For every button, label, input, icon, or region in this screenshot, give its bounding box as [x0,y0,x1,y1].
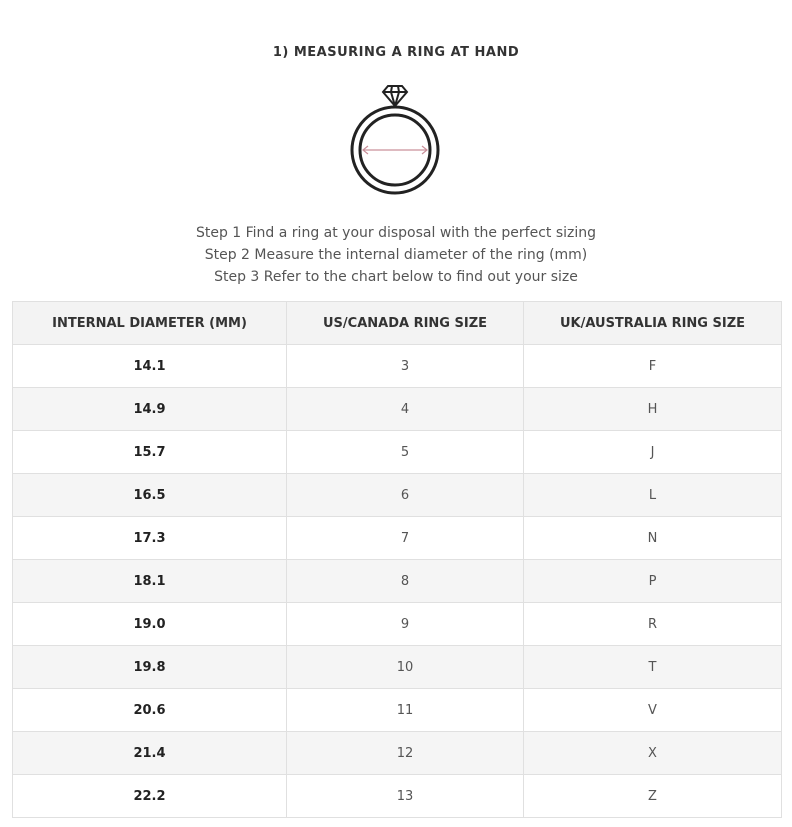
us-size-cell: 3 [286,344,524,388]
diameter-cell: 17.3 [12,516,287,560]
diameter-cell: 18.1 [12,559,287,603]
uk-size-cell: R [523,602,782,646]
ring-diagram-icon [350,85,440,195]
uk-size-cell: F [523,344,782,388]
table-row: 14.9 4 H [12,387,782,431]
uk-size-cell: X [523,731,782,775]
step-1: Step 1 Find a ring at your disposal with… [195,225,597,241]
us-size-cell: 8 [286,559,524,603]
uk-size-cell: N [523,516,782,560]
table-row: 19.0 9 R [12,602,782,646]
diameter-cell: 19.8 [12,645,287,689]
table-row: 18.1 8 P [12,559,782,603]
us-size-cell: 13 [286,774,524,818]
step-2: Step 2 Measure the internal diameter of … [204,247,588,263]
uk-size-cell: Z [523,774,782,818]
diameter-cell: 21.4 [12,731,287,775]
us-size-cell: 12 [286,731,524,775]
uk-size-cell: P [523,559,782,603]
instructions: Step 1 Find a ring at your disposal with… [0,222,792,288]
us-size-cell: 9 [286,602,524,646]
us-size-cell: 7 [286,516,524,560]
table-row: 14.1 3 F [12,344,782,388]
us-size-cell: 10 [286,645,524,689]
diameter-cell: 15.7 [12,430,287,474]
diameter-cell: 14.9 [12,387,287,431]
uk-size-cell: V [523,688,782,732]
table-row: 20.6 11 V [12,688,782,732]
section-title: 1) MEASURING A RING AT HAND [272,45,520,60]
table-header: INTERNAL DIAMETER (MM) US/CANADA RING SI… [12,301,782,345]
uk-size-cell: H [523,387,782,431]
table-row: 15.7 5 J [12,430,782,474]
ring-size-table: INTERNAL DIAMETER (MM) US/CANADA RING SI… [12,301,782,818]
table-row: 19.8 10 T [12,645,782,689]
table-row: 22.2 13 Z [12,774,782,818]
table-row: 21.4 12 X [12,731,782,775]
step-3: Step 3 Refer to the chart below to find … [214,269,578,285]
us-size-cell: 4 [286,387,524,431]
header-uk-size: UK/AUSTRALIA RING SIZE [523,301,782,345]
header-diameter: INTERNAL DIAMETER (MM) [12,301,287,345]
diameter-cell: 22.2 [12,774,287,818]
diameter-cell: 20.6 [12,688,287,732]
diameter-cell: 16.5 [12,473,287,517]
table-row: 16.5 6 L [12,473,782,517]
table-row: 17.3 7 N [12,516,782,560]
uk-size-cell: J [523,430,782,474]
uk-size-cell: T [523,645,782,689]
uk-size-cell: L [523,473,782,517]
us-size-cell: 11 [286,688,524,732]
diameter-cell: 14.1 [12,344,287,388]
us-size-cell: 5 [286,430,524,474]
diameter-cell: 19.0 [12,602,287,646]
header-us-size: US/CANADA RING SIZE [286,301,524,345]
us-size-cell: 6 [286,473,524,517]
